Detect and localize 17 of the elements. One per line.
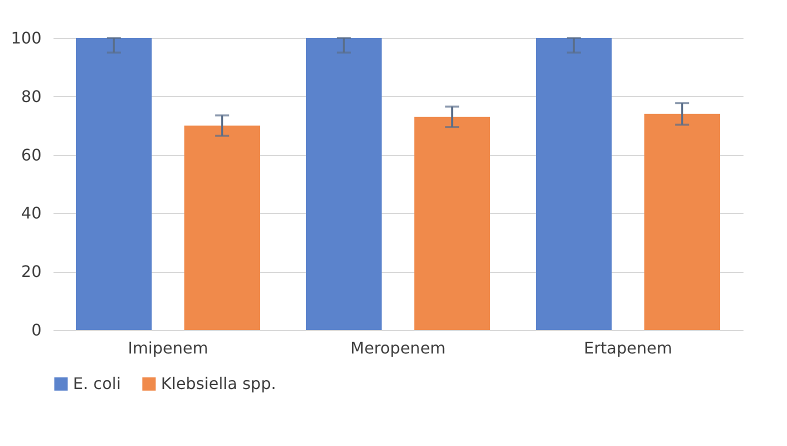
y-tick-label: 60 [21,145,42,164]
bar [184,126,260,330]
bar [644,114,720,330]
y-tick-label: 20 [21,262,42,282]
y-tick-label: 40 [21,204,42,223]
y-tick-label: 0 [31,320,42,340]
x-tick-label: Imipenem [128,338,208,358]
bar [306,38,382,330]
x-tick-label: Ertapenem [584,338,672,358]
y-tick-label: 100 [10,28,42,48]
bar [76,38,152,330]
legend-label: E. coli [73,374,121,393]
bar [414,116,490,330]
x-tick-label: Meropenem [350,338,446,358]
legend-label: Klebsiella spp. [161,374,276,393]
y-tick-label: 80 [21,86,42,106]
bar [536,38,612,330]
